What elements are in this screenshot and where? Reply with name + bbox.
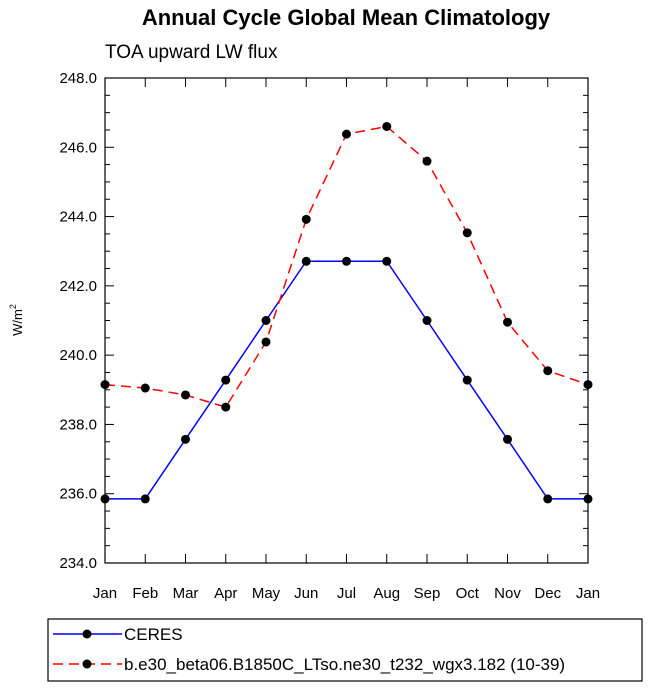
series-0-point bbox=[543, 494, 553, 504]
series-line-1 bbox=[104, 125, 589, 408]
series-1-point bbox=[543, 366, 553, 376]
series-layer bbox=[100, 122, 593, 504]
series-0-point bbox=[462, 375, 472, 385]
y-axis-title-superscript: 2 bbox=[8, 304, 18, 309]
y-tick-labels: 234.0 236.0 238.0 240.0 242.0 244.0 246.0 248.0 bbox=[59, 70, 97, 572]
plot-frame bbox=[104, 77, 589, 564]
legend-model-label: b.e30_beta06.B1850C_LTso.ne30_t232_wgx3.… bbox=[124, 655, 565, 674]
legend-ceres-label: CERES bbox=[124, 625, 183, 644]
series-0-point bbox=[181, 434, 190, 444]
series-0-point bbox=[422, 316, 432, 325]
series-0-point bbox=[221, 375, 231, 385]
series-0-point bbox=[140, 494, 150, 504]
series-1 bbox=[100, 122, 593, 412]
x-tick-labels: Jan Feb Mar Apr May Jun Jul Aug Sep Oct Nov Dec Jan bbox=[93, 585, 600, 602]
y-tick-label: 246.0 bbox=[59, 139, 97, 156]
x-tick-label: Apr bbox=[214, 585, 237, 602]
legend-model-marker bbox=[82, 659, 92, 669]
y-tick-label: 244.0 bbox=[59, 209, 97, 226]
chart-subtitle: TOA upward LW flux bbox=[105, 42, 278, 63]
x-tick-label: Mar bbox=[173, 585, 199, 602]
x-tick-label: Jan bbox=[576, 585, 600, 602]
y-tick-label: 238.0 bbox=[59, 416, 97, 433]
x-tick-label: Jun bbox=[294, 585, 318, 602]
series-0-point bbox=[503, 434, 512, 444]
x-tick-label: Oct bbox=[456, 585, 480, 602]
series-line-0 bbox=[105, 260, 588, 500]
x-tick-label: Aug bbox=[373, 585, 400, 602]
series-1-point bbox=[462, 228, 472, 238]
axis-ticks bbox=[104, 77, 589, 564]
chart-title: Annual Cycle Global Mean Climatology bbox=[142, 5, 551, 30]
series-1-point bbox=[221, 402, 231, 412]
y-tick-label: 242.0 bbox=[59, 278, 97, 295]
legend-ceres-marker bbox=[82, 629, 92, 639]
x-tick-label: Nov bbox=[494, 585, 521, 602]
series-1-point bbox=[301, 214, 311, 224]
series-1-point bbox=[422, 156, 432, 166]
series-1-point bbox=[181, 390, 190, 400]
legend: CERES b.e30_beta06.B1850C_LTso.ne30_t232… bbox=[47, 618, 643, 682]
legend-box bbox=[47, 618, 643, 682]
series-1-point bbox=[140, 383, 150, 393]
y-tick-label: 248.0 bbox=[59, 70, 97, 87]
series-0 bbox=[100, 256, 593, 504]
x-tick-label: Dec bbox=[534, 585, 561, 602]
y-axis-title: W/m2 bbox=[8, 304, 25, 336]
x-tick-label: Sep bbox=[414, 585, 441, 602]
y-tick-label: 236.0 bbox=[59, 486, 97, 503]
x-tick-label: Jan bbox=[93, 585, 117, 602]
series-0-point bbox=[382, 256, 392, 266]
series-0-point bbox=[342, 256, 351, 266]
y-tick-label: 234.0 bbox=[59, 555, 97, 572]
y-axis-title-text: W/m bbox=[10, 309, 25, 336]
series-1-point bbox=[503, 317, 512, 327]
x-tick-label: Feb bbox=[132, 585, 158, 602]
series-0-point bbox=[301, 256, 311, 266]
series-1-point bbox=[261, 337, 271, 347]
series-1-point bbox=[382, 122, 392, 131]
series-1-point bbox=[342, 129, 351, 139]
x-tick-label: May bbox=[252, 585, 281, 602]
svg-text:W/m2: W/m2 bbox=[8, 304, 25, 336]
x-tick-label: Jul bbox=[337, 585, 356, 602]
series-0-point bbox=[261, 316, 271, 325]
y-tick-label: 240.0 bbox=[59, 347, 97, 364]
